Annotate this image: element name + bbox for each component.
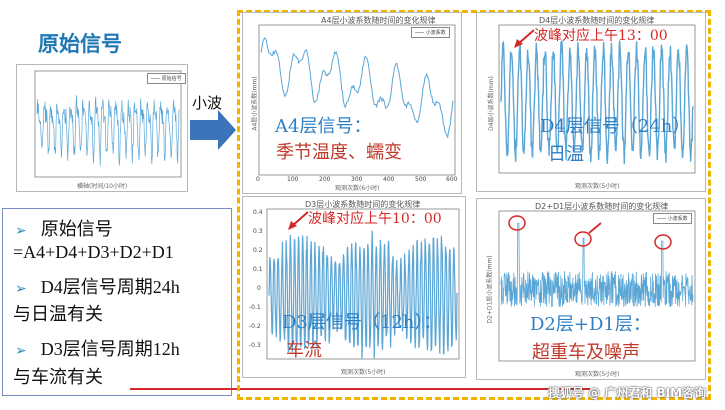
d2d1-plot <box>498 210 696 362</box>
d4-panel: D4层小波系数随时间的变化规律 D4层小波系数(mm) 观测次数(5小时) <box>476 12 706 192</box>
info-line-6: 与车流有关 <box>13 367 103 387</box>
d3-y-tick: -0.3 <box>249 342 261 349</box>
original-x-axis-label: 横轴(时间/10小时) <box>77 183 128 190</box>
d3-y-tick: 0.3 <box>253 228 263 235</box>
d3-y-tick: 0.4 <box>253 209 263 216</box>
wavelet-arrow-label: 小波 <box>192 94 223 112</box>
a4-legend: ─── 小波系数 <box>411 27 450 38</box>
a4-x-tick: 500 <box>415 176 427 183</box>
a4-x-label: 观测次数(6小时) <box>335 185 380 192</box>
d3-overlay-desc: 车流 <box>286 340 322 361</box>
d3-plot-title: D3层小波系数随时间的变化规律 <box>305 200 421 209</box>
info-line-2: =A4+D4+D3+D2+D1 <box>13 242 174 262</box>
bullet-icon: ➢ <box>15 282 27 297</box>
a4-x-tick: 200 <box>319 176 331 183</box>
d2d1-x-label: 观测次数(5小时) <box>575 371 620 378</box>
a4-x-tick: 100 <box>287 176 299 183</box>
d3-series <box>268 230 458 359</box>
d4-overlay-title: D4层信号（24h） <box>540 116 691 137</box>
d4-peak-annotation: 波峰对应上午13：00 <box>534 28 668 44</box>
red-underline <box>130 388 590 390</box>
d3-y-tick: 0.2 <box>253 247 263 254</box>
a4-series <box>260 37 454 139</box>
a4-x-tick: 0 <box>256 176 260 183</box>
info-line-3: ➢ D4层信号周期24h <box>15 277 180 297</box>
d4-overlay-desc: 日温 <box>548 144 584 165</box>
a4-panel: A4层小波系数随时间的变化规律 ─── 小波系数 A4层小波系数(mm) 观测次… <box>242 12 462 194</box>
d3-x-label: 观测次数(5小时) <box>341 369 386 376</box>
d3-overlay-title: D3层信号（12h）： <box>282 312 442 333</box>
d2d1-spike-circle <box>574 231 592 247</box>
original-signal-legend: ─── 原始信号 <box>147 73 186 84</box>
d4-annotation-arrow-icon <box>514 29 535 48</box>
d3-plot <box>266 208 460 360</box>
a4-x-tick: 300 <box>351 176 363 183</box>
a4-x-tick: 600 <box>446 176 458 183</box>
original-signal-chart: ─── 原始信号 横轴(时间/10小时) <box>16 64 188 192</box>
original-signal-plot <box>34 70 182 178</box>
original-signal-title: 原始信号 <box>38 32 122 56</box>
d2d1-overlay-desc: 超重车及噪声 <box>532 342 640 363</box>
d2d1-spike-circle <box>654 234 672 250</box>
d2d1-spike-circle <box>508 215 526 231</box>
original-signal-series <box>36 95 180 166</box>
a4-plot-title: A4层小波系数随时间的变化规律 <box>321 16 436 25</box>
info-line-5: ➢ D3层信号周期12h <box>15 339 180 359</box>
a4-overlay-desc: 季节温度、蠕变 <box>276 142 402 163</box>
d2d1-series <box>500 222 694 308</box>
wavelet-arrow-icon <box>190 110 236 150</box>
d2d1-plot-title: D2+D1层小波系数随时间的变化规律 <box>535 202 669 211</box>
d4-plot <box>498 24 696 174</box>
decomposition-info-box: ➢ 原始信号 =A4+D4+D3+D2+D1 ➢ D4层信号周期24h 与日温有关 … <box>2 208 232 396</box>
d4-series <box>500 40 694 165</box>
d2d1-annotation-arrow-icon <box>588 222 602 234</box>
d4-x-label: 观测次数(5小时) <box>575 183 620 190</box>
d3-y-tick: -0.1 <box>249 304 261 311</box>
d3-y-tick: 0.1 <box>253 266 263 273</box>
d3-y-tick: 0 <box>257 285 261 292</box>
d2d1-panel: D2+D1层小波系数随时间的变化规律 ─── 小波系数 D2+D1层小波系数(m… <box>476 198 706 380</box>
wavelet-panels-frame <box>237 10 711 400</box>
info-line-1: ➢ 原始信号 <box>15 219 113 239</box>
d4-plot-title: D4层小波系数随时间的变化规律 <box>539 16 655 25</box>
d3-annotation-arrow-icon <box>288 211 309 230</box>
d3-panel: D3层小波系数随时间的变化规律 0.4 0.3 0.2 0.1 0 -0.1 -… <box>242 196 466 378</box>
a4-overlay-title: A4层信号： <box>275 116 372 137</box>
a4-y-label: A4层小波系数(mm) <box>251 76 259 131</box>
info-line-4: 与日温有关 <box>13 304 103 324</box>
d3-y-tick: -0.2 <box>249 323 261 330</box>
d2d1-overlay-title: D2层+D1层： <box>530 314 651 335</box>
a4-plot <box>258 24 456 176</box>
a4-x-tick: 400 <box>383 176 395 183</box>
bullet-icon: ➢ <box>15 344 27 359</box>
d4-y-label: D4层小波系数(mm) <box>487 76 495 131</box>
d3-peak-annotation: 波峰对应上午10：00 <box>308 211 442 227</box>
d2d1-legend: ─── 小波系数 <box>653 213 692 224</box>
bullet-icon: ➢ <box>15 224 27 239</box>
d2d1-y-label: D2+D1层小波系数(mm) <box>486 255 494 324</box>
watermark: 搜狐号 @ 广州君和 BIM咨询 <box>548 386 707 400</box>
